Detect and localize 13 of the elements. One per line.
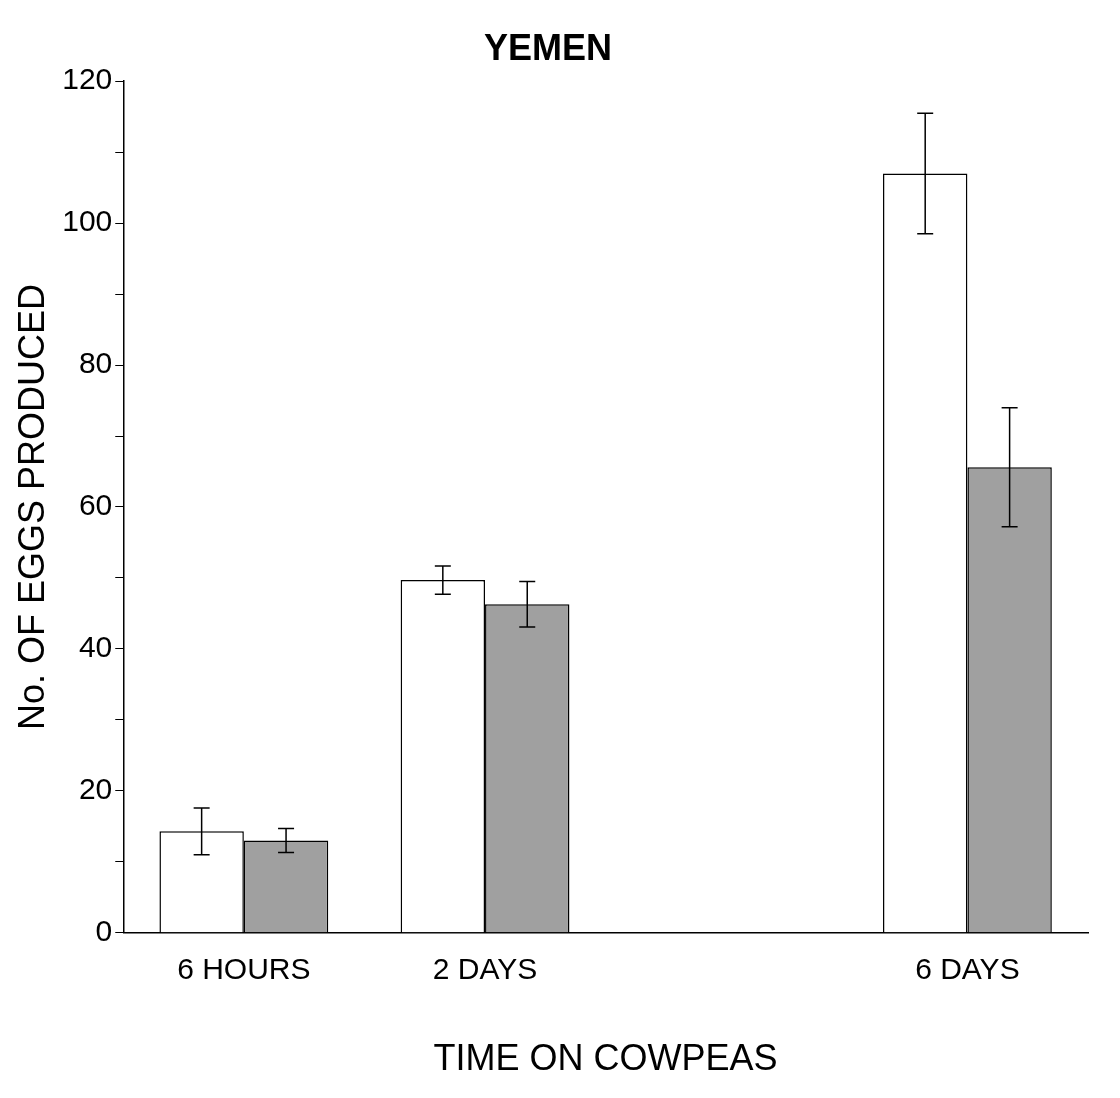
x-axis-title: TIME ON COWPEAS (433, 1037, 778, 1079)
chart-title: YEMEN (483, 26, 613, 68)
y-tick-label: 80 (78, 346, 113, 380)
y-tick-label: 120 (62, 62, 113, 96)
y-axis-title: No. OF EGGS PRODUCED (10, 283, 52, 731)
y-tick-label: 100 (62, 204, 113, 238)
x-tick-label: 6 DAYS (915, 952, 1020, 986)
y-tick-label: 0 (95, 914, 113, 948)
y-tick-label: 40 (78, 630, 113, 664)
x-tick-label: 2 DAYS (432, 952, 538, 986)
y-tick-label: 20 (78, 772, 113, 806)
y-tick-label: 60 (78, 488, 113, 522)
x-tick-label: 6 HOURS (177, 952, 311, 986)
